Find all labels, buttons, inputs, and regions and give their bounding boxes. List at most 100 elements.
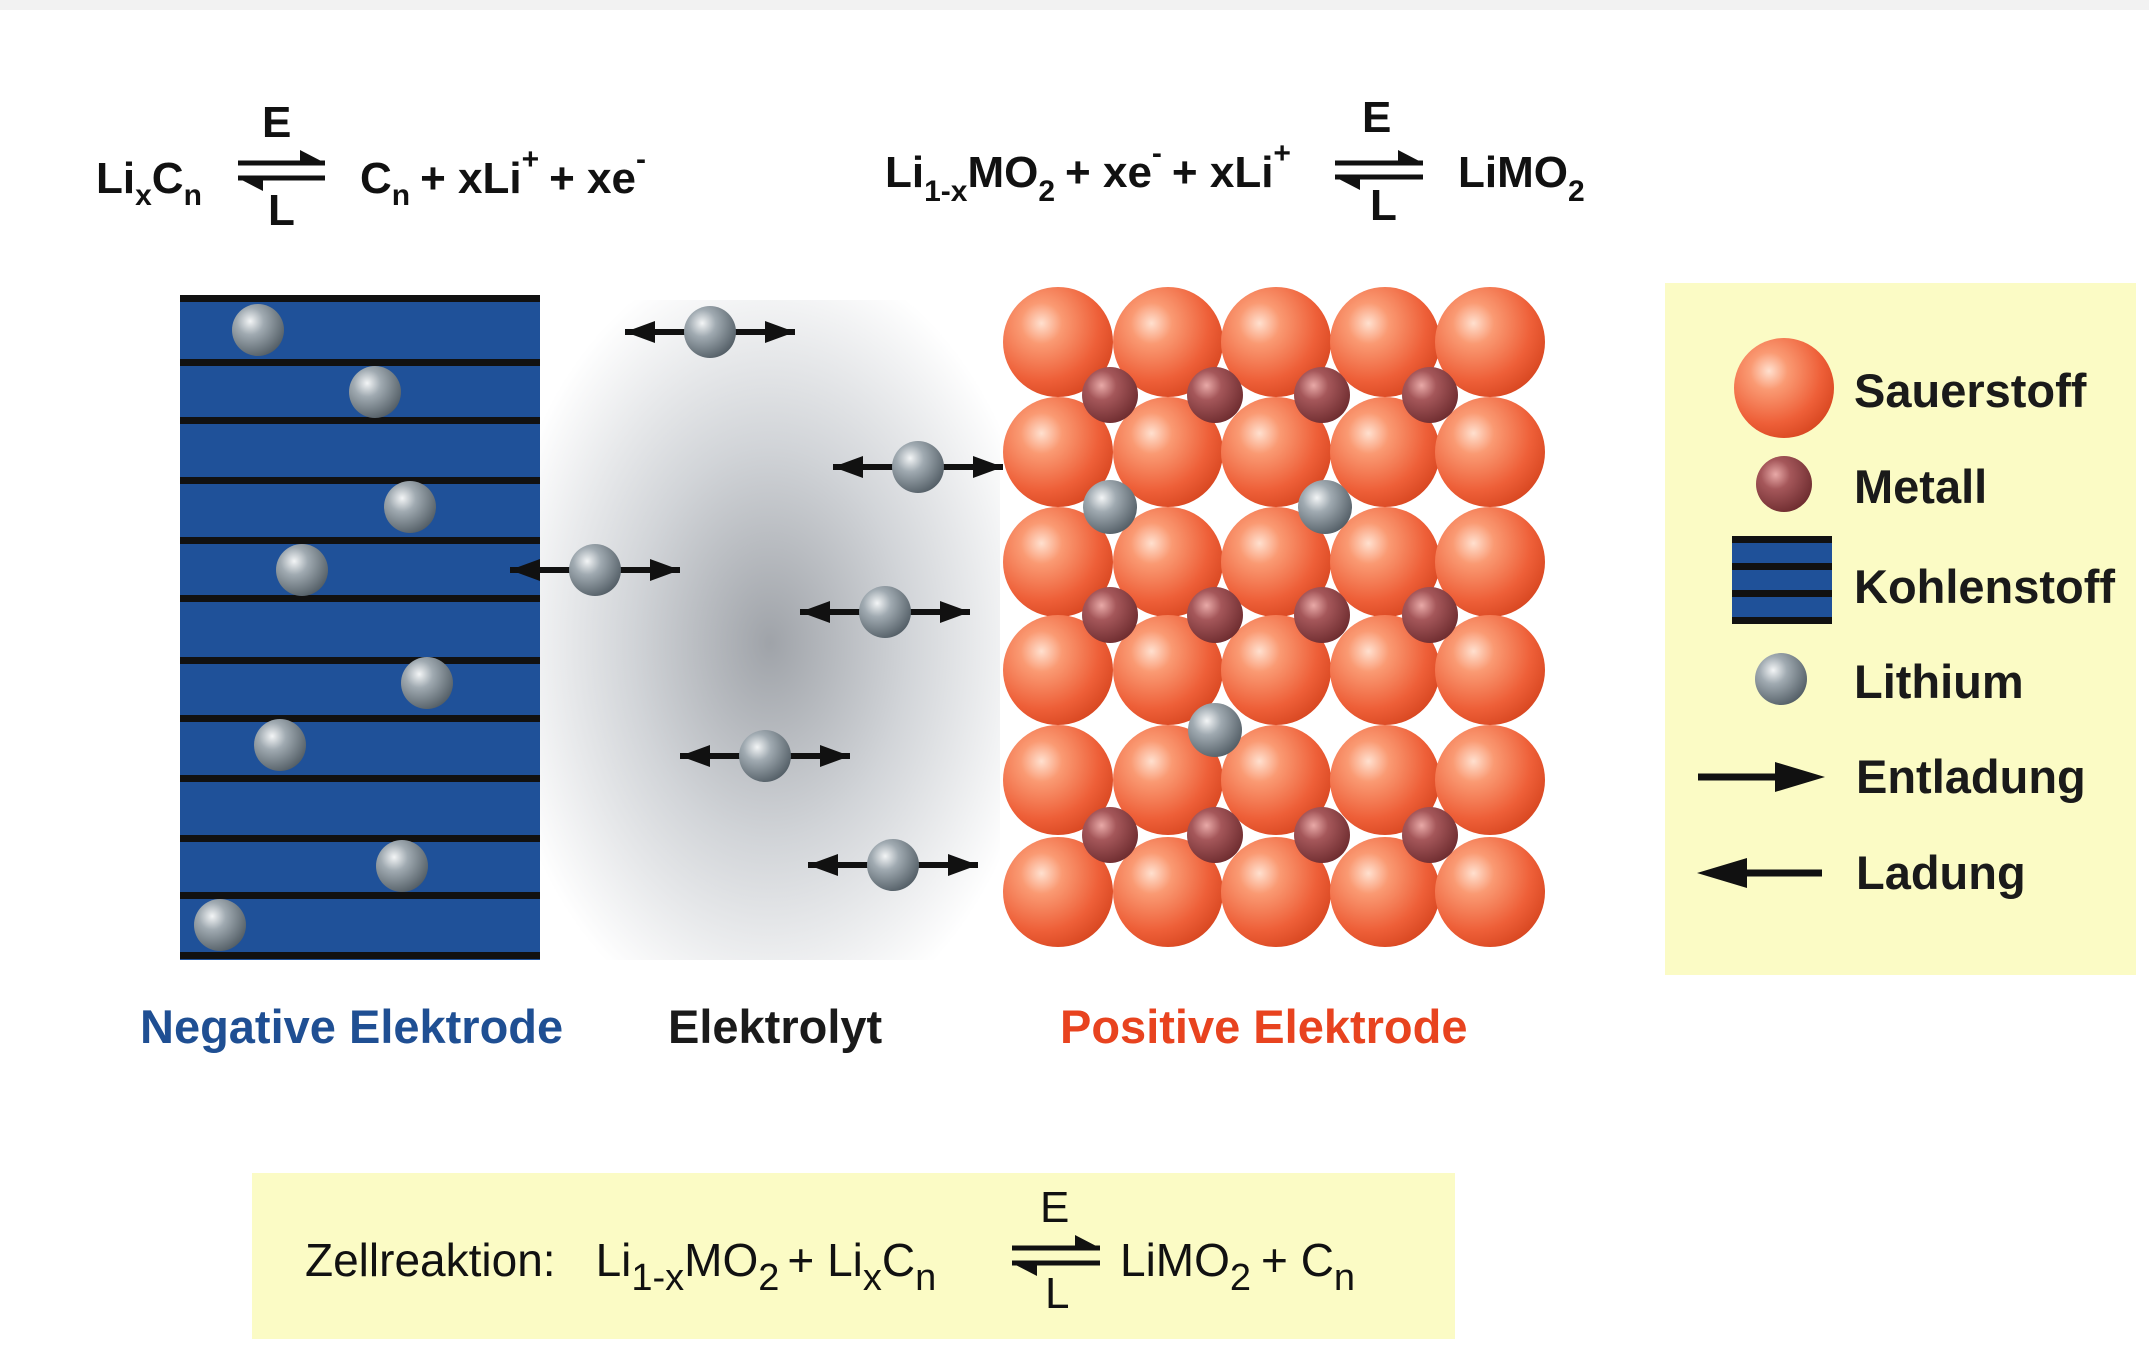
positive-electrode — [1003, 287, 1545, 947]
legend: Sauerstoff Metall Kohlenstoff Lithium En… — [1665, 283, 2136, 975]
oxygen-atom — [1113, 507, 1223, 617]
negative-electrode — [180, 295, 540, 960]
oxygen-atom — [1221, 837, 1331, 947]
lithium-atom — [194, 899, 246, 951]
oxygen-atom — [1221, 287, 1331, 397]
lithium-atom — [401, 657, 453, 709]
lithium-atom — [232, 304, 284, 356]
oxygen-atom — [1330, 397, 1440, 507]
oxygen-atom — [1113, 615, 1223, 725]
oxygen-atom — [1003, 507, 1113, 617]
legend-charge-label: Ladung — [1856, 846, 2026, 899]
svg-text:L: L — [1370, 181, 1397, 230]
oxygen-atom — [1221, 725, 1331, 835]
metal-legend-icon — [1756, 456, 1812, 512]
electrolyte-lithium-ions — [510, 306, 1003, 891]
oxygen-atom — [1221, 507, 1331, 617]
negative-lithium-atoms — [194, 304, 453, 951]
oxygen-legend-icon — [1734, 338, 1834, 438]
legend-carbon-label: Kohlenstoff — [1854, 560, 2115, 613]
svg-text:L: L — [268, 186, 295, 235]
carbon-layers — [180, 295, 540, 959]
migrating-lithium-ion — [680, 730, 850, 782]
metal-atom — [1187, 587, 1243, 643]
top-band — [0, 0, 2149, 10]
oxygen-atom — [1435, 615, 1545, 725]
metal-atom — [1187, 367, 1243, 423]
carbon-layer-line — [180, 952, 540, 959]
metal-atom — [1402, 587, 1458, 643]
positive-electrode-label: Positive Elektrode — [1060, 1000, 1468, 1053]
charge-arrow-icon — [1697, 858, 1822, 888]
electrolyte-label: Elektrolyt — [668, 1000, 883, 1053]
oxygen-atom — [1221, 615, 1331, 725]
svg-text:L: L — [1045, 1269, 1069, 1318]
oxygen-atom — [1003, 287, 1113, 397]
migrating-lithium-ion — [800, 586, 970, 638]
carbon-layer-line — [180, 657, 540, 664]
oxygen-atom — [1330, 725, 1440, 835]
migrating-lithium-ion — [808, 839, 978, 891]
svg-text:Cn+ xLi++ xe-: Cn + xLi+ + xe- — [360, 143, 646, 212]
carbon-layer-line — [180, 775, 540, 782]
carbon-layer-line — [180, 715, 540, 722]
cell-reaction-box — [252, 1173, 1455, 1339]
svg-text:Li1-xMO2+ xe-+ xLi+: Li1-xMO2 + xe- + xLi+ — [885, 137, 1291, 208]
metal-atom — [1187, 807, 1243, 863]
carbon-layer-line — [180, 359, 540, 366]
lithium-atom — [1298, 480, 1352, 534]
oxygen-atom — [1435, 287, 1545, 397]
oxygen-atom — [1113, 397, 1223, 507]
oxygen-atom — [1330, 287, 1440, 397]
cell-reaction-equation: Zellreaktion: Li1-xMO2 + LixCn — [305, 1234, 936, 1299]
carbon-layer-line — [180, 537, 540, 544]
carbon-legend-icon — [1732, 536, 1832, 624]
metal-atom — [1082, 807, 1138, 863]
oxygen-atom — [1330, 837, 1440, 947]
lithium-atom — [254, 719, 306, 771]
positive-electrode-equation: Li1-xMO2 + xe- + xLi+ E L LiMO2 — [885, 93, 1585, 230]
lithium-atom — [349, 366, 401, 418]
lithium-atom — [376, 840, 428, 892]
legend-lithium-label: Lithium — [1854, 655, 2024, 708]
oxygen-atom — [1113, 837, 1223, 947]
oxygen-atom — [1435, 397, 1545, 507]
metal-atom — [1402, 807, 1458, 863]
migrating-lithium-ion — [625, 306, 795, 358]
oxygen-atom — [1435, 725, 1545, 835]
lithium-atom — [1083, 480, 1137, 534]
oxygen-atom — [1113, 287, 1223, 397]
migrating-lithium-ion — [833, 441, 1003, 493]
svg-text:LixCn: LixCn — [96, 154, 202, 212]
metal-atom — [1294, 807, 1350, 863]
oxygen-atom — [1330, 507, 1440, 617]
carbon-layer-line — [180, 835, 540, 842]
oxygen-atom — [1113, 725, 1223, 835]
lithium-atom — [276, 544, 328, 596]
svg-text:E: E — [262, 98, 291, 147]
carbon-layer-line — [180, 892, 540, 899]
legend-oxygen-label: Sauerstoff — [1854, 364, 2087, 417]
oxygen-atom — [1435, 507, 1545, 617]
oxygen-atom — [1330, 615, 1440, 725]
lithium-legend-icon — [1755, 653, 1807, 705]
legend-metal-label: Metall — [1854, 460, 1987, 513]
oxygen-atom — [1003, 837, 1113, 947]
metal-atom — [1082, 367, 1138, 423]
oxygen-atom — [1221, 397, 1331, 507]
discharge-arrow-icon — [1698, 762, 1825, 792]
carbon-layer-line — [180, 477, 540, 484]
svg-text:LiMO2+ Cn: LiMO2 + Cn — [1120, 1234, 1355, 1299]
negative-electrode-equation: LixCn E L Cn + xLi+ + xe- — [96, 98, 646, 235]
metal-atom — [1294, 587, 1350, 643]
electrolyte-region — [540, 300, 1000, 960]
legend-discharge-label: Entladung — [1856, 750, 2086, 803]
metal-atom — [1082, 587, 1138, 643]
cell-reaction: Zellreaktion: Li1-xMO2 + LixCn E L LiMO2 + … — [252, 1173, 1455, 1339]
metal-atom — [1402, 367, 1458, 423]
carbon-layer-line — [180, 295, 540, 302]
svg-text:LiMO2: LiMO2 — [1458, 148, 1585, 208]
svg-text:E: E — [1040, 1183, 1069, 1232]
